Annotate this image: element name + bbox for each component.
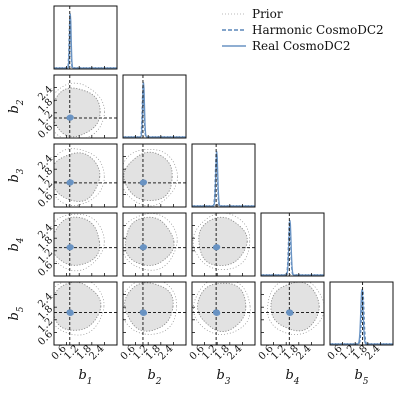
prior-contour-inner [198, 216, 248, 266]
posterior-contour-real [286, 310, 294, 316]
posterior-contour-real [66, 179, 74, 186]
panel-5-4 [260, 281, 325, 346]
posterior-contour-real [140, 310, 148, 316]
x-axis-label-1: b1 [78, 368, 92, 387]
panel-3-3 [191, 143, 256, 208]
posterior-contour-real [213, 310, 221, 316]
panel-5-2 [122, 281, 187, 346]
y-axis-label-5: b5 [7, 306, 26, 320]
marginal-curve-real [54, 13, 117, 69]
prior-contour-inner [197, 282, 247, 333]
panel-frame [53, 281, 118, 346]
panel-1-1 [53, 5, 118, 70]
y-axis-label-4: b4 [7, 237, 26, 251]
x-tick-label: 2.4 [225, 343, 244, 362]
panel-4-3 [191, 212, 256, 277]
panel-frame [260, 281, 325, 346]
legend-label-1: Prior [252, 7, 283, 21]
prior-contour-outer [193, 282, 251, 335]
panel-frame [53, 5, 118, 70]
prior-contour-inner [124, 216, 175, 266]
prior-contour-inner [54, 282, 102, 331]
prior-contour-inner [54, 216, 101, 266]
y-tick-label: 2.4 [36, 84, 55, 103]
prior-contour-inner [54, 152, 101, 202]
marginal-curve-harmonic [54, 15, 117, 69]
marginal-curve-real [192, 151, 255, 207]
panel-5-3 [191, 281, 256, 346]
marginal-curve-real [261, 220, 324, 276]
panel-frame [191, 143, 256, 208]
panel-5-1 [53, 281, 118, 346]
panel-frame [329, 281, 394, 346]
x-axis-label-2: b2 [147, 368, 161, 387]
panel-3-2 [122, 143, 187, 208]
y-tick-label: 2.4 [36, 222, 55, 241]
panel-frame [122, 143, 187, 208]
panel-frame [122, 212, 187, 277]
prior-contour-inner [124, 282, 174, 332]
y-axis-label-3: b3 [7, 168, 26, 182]
panel-frame [122, 281, 187, 346]
legend: Prior Harmonic CosmoDC2 Real CosmoDC2 [222, 7, 384, 53]
posterior-contour-real [66, 244, 74, 250]
y-tick-label: 2.4 [36, 291, 55, 310]
panel-5-5 [329, 281, 394, 346]
posterior-contour-real [66, 114, 74, 121]
panel-frame [122, 74, 187, 139]
legend-label-2: Harmonic CosmoDC2 [252, 23, 384, 37]
prior-contour-inner [270, 282, 320, 332]
y-axis-label-2: b2 [7, 99, 26, 113]
panel-2-1 [53, 74, 118, 139]
marginal-curve-harmonic [192, 152, 255, 207]
x-axis-label-5: b5 [354, 368, 368, 387]
marginal-curve-real [330, 289, 393, 345]
panel-frame [53, 212, 118, 277]
posterior-contour-real [140, 179, 148, 186]
panel-frame [260, 212, 325, 277]
x-tick-label: 2.4 [363, 343, 382, 362]
panel-frame [191, 212, 256, 277]
posterior-contour-real [213, 244, 221, 250]
legend-label-3: Real CosmoDC2 [252, 39, 351, 53]
panel-4-1 [53, 212, 118, 277]
panel-frame [53, 74, 118, 139]
prior-contour-inner [54, 87, 101, 138]
panel-2-2 [122, 74, 187, 139]
marginal-curve-harmonic [123, 83, 186, 138]
panel-4-4 [260, 212, 325, 277]
x-tick-label: 2.4 [156, 343, 175, 362]
x-tick-label: 2.4 [87, 343, 106, 362]
panel-frame [191, 281, 256, 346]
prior-contour-inner [123, 151, 173, 201]
marginal-curve-real [123, 82, 186, 138]
posterior-contour-real [140, 244, 148, 250]
y-tick-label: 2.4 [36, 153, 55, 172]
posterior-contour-real [66, 310, 74, 316]
panel-4-2 [122, 212, 187, 277]
x-axis-label-3: b3 [216, 368, 230, 387]
panel-3-1 [53, 143, 118, 208]
x-axis-label-4: b4 [285, 368, 299, 387]
x-tick-label: 2.4 [294, 343, 313, 362]
panel-frame [53, 143, 118, 208]
